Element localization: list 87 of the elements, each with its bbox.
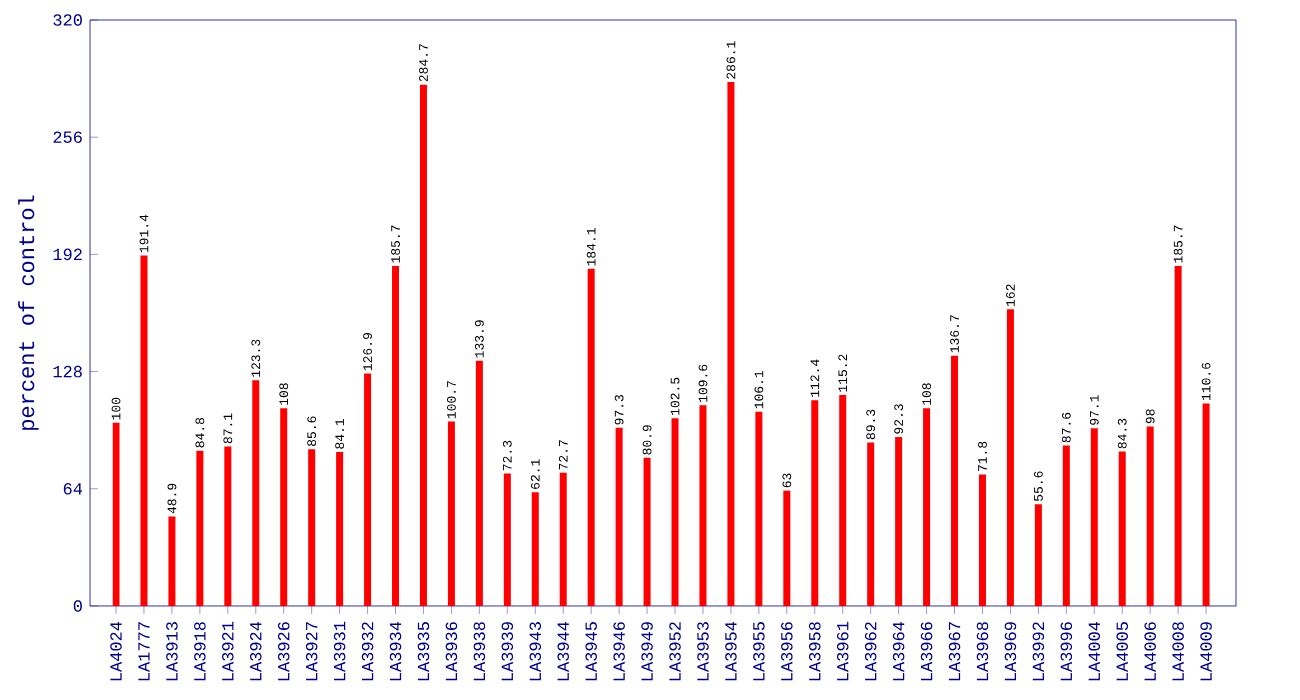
y-tick-label: 256 [53,131,82,143]
bar [1090,428,1098,606]
bar [1146,426,1154,606]
bar [252,380,260,606]
bar [308,449,316,606]
bar [951,355,959,606]
x-tick-label: LA3966 [920,622,933,681]
x-tick-label: LA4005 [1116,622,1128,681]
bar [1006,309,1014,606]
x-tick-label: LA3969 [1004,622,1017,681]
bar [1062,445,1070,606]
x-tick-label: LA3964 [892,621,905,681]
bar [978,474,986,606]
x-tick-label: LA3943 [529,622,542,681]
bar [196,450,204,606]
x-tick-label: LA3926 [277,622,290,681]
x-tick-label: LA3918 [194,622,206,681]
bar [364,373,372,606]
bar [140,255,148,606]
x-tick-label: LA4008 [1172,622,1184,681]
y-tick-label: 320 [53,14,82,26]
y-tick-label: 0 [73,600,82,612]
bar [475,360,483,606]
bar [1034,504,1042,606]
x-tick-label: LA3913 [166,622,178,681]
bar [503,473,511,606]
bar [923,408,931,606]
x-tick-label: LA3938 [473,622,486,681]
bar [280,408,288,606]
bar [1118,451,1126,606]
x-tick-label: LA3924 [249,621,262,681]
bar [615,427,623,606]
bar [811,400,819,606]
x-tick-label: LA3932 [361,622,374,681]
bar [224,446,232,606]
x-tick-label: LA4024 [110,621,122,681]
x-tick-label: LA3956 [781,622,793,681]
x-tick-label: LA4004 [1088,621,1101,681]
x-tick-label: LA3953 [697,622,709,681]
x-tick-label: LA3931 [333,621,346,681]
x-tick-label: LA3962 [864,622,877,681]
bar [112,422,120,606]
bar [168,516,176,606]
x-tick-label: LA3954 [725,621,737,681]
x-tick-label: LA3921 [222,621,234,681]
x-tick-label: LA3927 [305,622,318,681]
bar [419,84,427,606]
x-tick-label: LA3952 [669,622,681,681]
bar [1202,403,1210,606]
x-tick-label: LA3935 [417,622,430,681]
bar [392,265,400,606]
bar [559,472,567,606]
bar [587,268,595,606]
x-tick-label: LA3955 [753,622,765,681]
bar [336,451,344,606]
x-tick-label: LA3992 [1032,622,1045,681]
y-tick-label: 128 [53,365,82,378]
x-tick-label: LA4006 [1144,622,1156,681]
x-tick-label: LA3996 [1060,622,1073,681]
x-tick-label: LA3958 [808,622,821,681]
x-tick-label: LA4009 [1200,622,1212,681]
y-tick-label: 64 [63,482,83,495]
bar [699,405,707,606]
x-tick-label: LA3936 [445,622,458,681]
bar [1174,265,1182,606]
x-tick-label: LA3945 [585,622,597,681]
bar [783,490,791,606]
x-tick-label: LA1777 [138,622,150,681]
x-tick-label: LA3961 [836,621,849,681]
bar [755,411,763,606]
bar [839,395,847,606]
x-tick-label: LA3949 [641,622,653,681]
y-axis-title: percent of control [18,195,39,430]
x-tick-label: LA3968 [976,622,989,681]
bar [643,457,651,606]
bar [671,418,679,606]
bar [895,436,903,606]
x-tick-label: LA3967 [948,622,961,681]
bar [867,442,875,606]
bar [531,492,539,606]
x-tick-label: LA3939 [501,622,514,681]
x-tick-label: LA3934 [389,621,402,681]
x-tick-label: LA3946 [613,622,625,681]
x-tick-label: LA3944 [557,621,569,681]
y-tick-label: 192 [53,248,82,261]
bar [727,82,735,606]
bar [447,421,455,606]
